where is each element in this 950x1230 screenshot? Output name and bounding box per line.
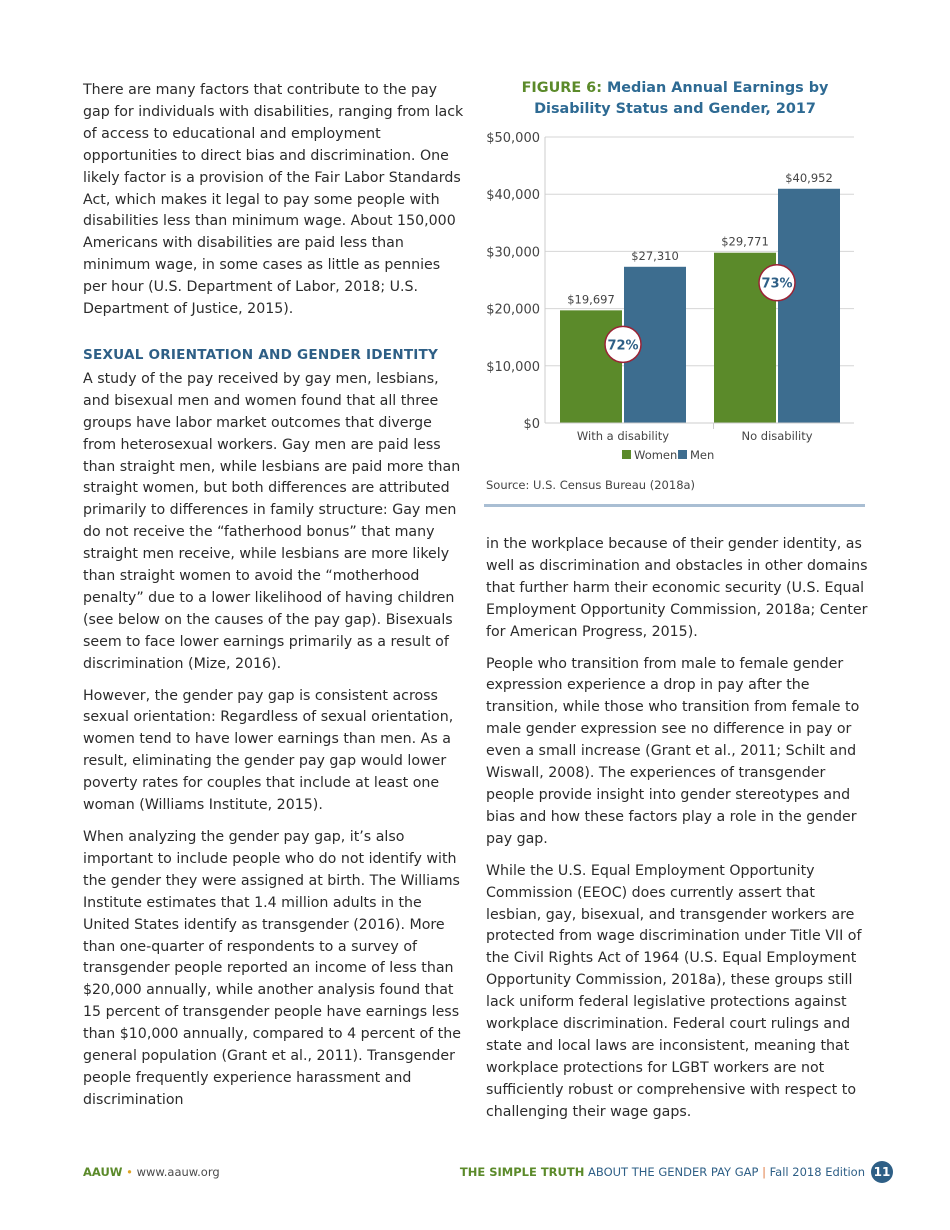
paragraph: People who transition from male to femal… [486,655,860,847]
data-label: $19,697 [567,292,615,306]
x-tick-label: With a disability [577,429,669,443]
right-column: in the workplace because of their gender… [486,534,868,1134]
ratio-badge [758,263,796,302]
bar-men [778,188,840,423]
ratio-label: 72% [607,338,638,353]
footer-url[interactable]: www.aauw.org [136,1165,220,1179]
legend-swatch-women [622,450,631,459]
legend-label: Women [634,448,677,462]
footer-divider: | [762,1165,766,1179]
paragraph: However, the gender pay gap is consisten… [83,687,454,814]
footer-title-strong: THE SIMPLE TRUTH [459,1165,585,1179]
x-tick-label: No disability [741,429,812,443]
y-tick-label: $10,000 [486,360,540,375]
y-tick-label: $40,000 [486,188,540,203]
y-tick-label: $50,000 [486,131,540,146]
left-column: There are many factors that contribute t… [83,80,465,1122]
paragraph: When analyzing the gender pay gap, it’s … [83,829,461,1108]
data-label: $29,771 [721,235,769,249]
footer-org: AAUW [83,1165,123,1179]
y-tick-label: $30,000 [486,245,540,260]
paragraph: While the U.S. Equal Employment Opportun… [486,862,862,1120]
y-tick-label: $0 [523,417,540,432]
footer-title-rest: ABOUT THE GENDER PAY GAP [588,1165,759,1179]
footer-separator: • [126,1165,133,1179]
bar-chart: $0 $10,000 $20,000 $30,000 $40,000 $50,000 $19… [486,131,854,462]
figure-6: FIGURE 6: Median Annual Earnings by Disa… [484,78,866,507]
paragraph: A study of the pay received by gay men, … [83,370,461,672]
figure-divider [484,504,865,507]
ratio-label: 73% [761,277,792,292]
data-label: $40,952 [785,171,833,185]
figure-title-text: Median Annual Earnings by Disability Sta… [534,80,829,117]
data-label: $27,310 [631,249,679,263]
paragraph: There are many factors that contribute t… [83,82,464,318]
legend-label: Men [690,448,714,462]
legend-swatch-men [678,450,687,459]
paragraph: in the workplace because of their gender… [486,536,868,640]
section-heading: SEXUAL ORIENTATION AND GENDER IDENTITY [83,346,439,363]
figure-number: FIGURE 6: [521,80,602,96]
page-number-badge: 11 [871,1161,893,1183]
bar-women [560,310,622,423]
figure-title: FIGURE 6: Median Annual Earnings by Disa… [484,78,866,120]
figure-source: Source: U.S. Census Bureau (2018a) [486,478,696,492]
footer-edition: Fall 2018 Edition [769,1165,865,1179]
y-tick-label: $20,000 [486,303,540,318]
ratio-badge [604,325,642,364]
